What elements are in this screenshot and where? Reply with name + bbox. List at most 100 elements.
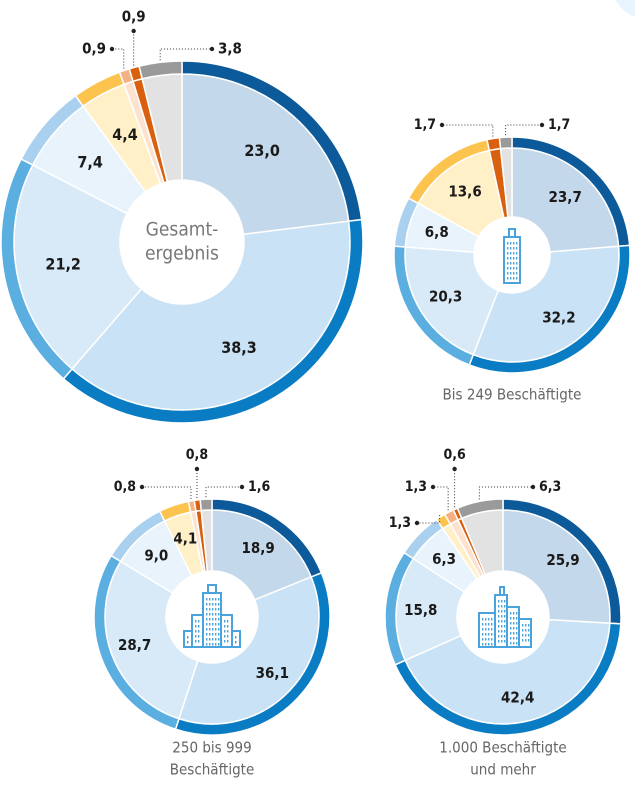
building-window [482, 628, 484, 631]
building-window [516, 272, 518, 275]
value-label: 6,3 [539, 479, 561, 495]
building-icon [478, 612, 496, 648]
building-window [224, 640, 226, 643]
value-label: 0,8 [114, 479, 136, 495]
building-window [227, 625, 229, 628]
building-window [513, 617, 515, 620]
building-window [522, 639, 524, 642]
building-window [491, 623, 493, 626]
value-label: 28,7 [118, 636, 151, 654]
building-window [227, 635, 229, 638]
building-window [498, 600, 500, 603]
building-window [510, 272, 512, 275]
building-icon [499, 586, 505, 596]
slice-ring [199, 498, 213, 512]
value-label: 0,9 [82, 40, 106, 58]
building-window [513, 252, 515, 255]
building-window [501, 610, 503, 613]
donut-chart: 23,0 38,3 21,2 7,4 4,4 3,8 0,9 0,9 Gesamt-ergebn… [0, 8, 364, 424]
building-window [488, 643, 490, 646]
building-window [501, 620, 503, 623]
leader-line [159, 48, 212, 61]
leader-line [205, 486, 242, 498]
building-window [513, 627, 515, 630]
building-window [206, 613, 208, 616]
building-window [513, 272, 515, 275]
building-window [218, 618, 220, 621]
building-window [227, 630, 229, 633]
building-window [209, 628, 211, 631]
building-window [525, 624, 527, 627]
building-window [507, 272, 509, 275]
building-window [224, 625, 226, 628]
building-window [215, 618, 217, 621]
building-window [224, 630, 226, 633]
building-window [482, 638, 484, 641]
building-window [504, 600, 506, 603]
chart-caption: 1.000 Beschäftigte [439, 739, 566, 757]
building-window [498, 640, 500, 643]
donut-chart: 23,7 32,2 20,3 6,8 13,6 1,7 1,7 Bis 249 Beschäf… [393, 117, 631, 404]
building-window [195, 630, 197, 633]
building-window [504, 605, 506, 608]
building-window [504, 615, 506, 618]
building-window [215, 598, 217, 601]
building-window [501, 615, 503, 618]
building-window [212, 628, 214, 631]
leader-dot [131, 28, 136, 34]
building-window [513, 267, 515, 270]
building-window [218, 603, 220, 606]
building-window [187, 636, 189, 639]
slice-ring [498, 136, 513, 150]
building-window [528, 634, 530, 637]
building-window [516, 277, 518, 280]
value-label: 13,6 [448, 183, 481, 201]
building-window [212, 633, 214, 636]
chart-caption: Beschäftigte [170, 761, 255, 779]
building-window [488, 638, 490, 641]
chart-title: Gesamt- [146, 219, 219, 241]
building-window [209, 643, 211, 646]
building-window [507, 257, 509, 260]
building-window [491, 638, 493, 641]
building-window [485, 618, 487, 621]
building-window [516, 247, 518, 250]
leader-dot [539, 122, 545, 128]
building-window [516, 267, 518, 270]
building-window [516, 242, 518, 245]
building-window [482, 633, 484, 636]
building-window [513, 622, 515, 625]
building-window [206, 603, 208, 606]
value-label: 0,8 [186, 447, 208, 463]
building-window [235, 636, 237, 639]
building-icon [231, 630, 241, 648]
value-label: 15,8 [404, 601, 437, 619]
building-window [525, 629, 527, 632]
building-window [212, 598, 214, 601]
building-window [516, 617, 518, 620]
building-window [227, 640, 229, 643]
building-window [513, 637, 515, 640]
building-window [215, 638, 217, 641]
building-window [507, 277, 509, 280]
building-window [516, 642, 518, 645]
building-window [513, 642, 515, 645]
building-window [206, 643, 208, 646]
building-window [516, 627, 518, 630]
building-window [206, 638, 208, 641]
chart-title: ergebnis [145, 243, 219, 265]
building-window [516, 622, 518, 625]
value-label: 25,9 [546, 551, 579, 569]
building-window [513, 257, 515, 260]
building-window [485, 628, 487, 631]
building-window [504, 625, 506, 628]
building-window [501, 625, 503, 628]
building-window [218, 643, 220, 646]
building-window [485, 643, 487, 646]
value-label: 1,7 [414, 117, 436, 133]
slice [177, 576, 320, 725]
building-window [206, 618, 208, 621]
leader-dot [439, 122, 445, 128]
building-window [198, 640, 200, 643]
